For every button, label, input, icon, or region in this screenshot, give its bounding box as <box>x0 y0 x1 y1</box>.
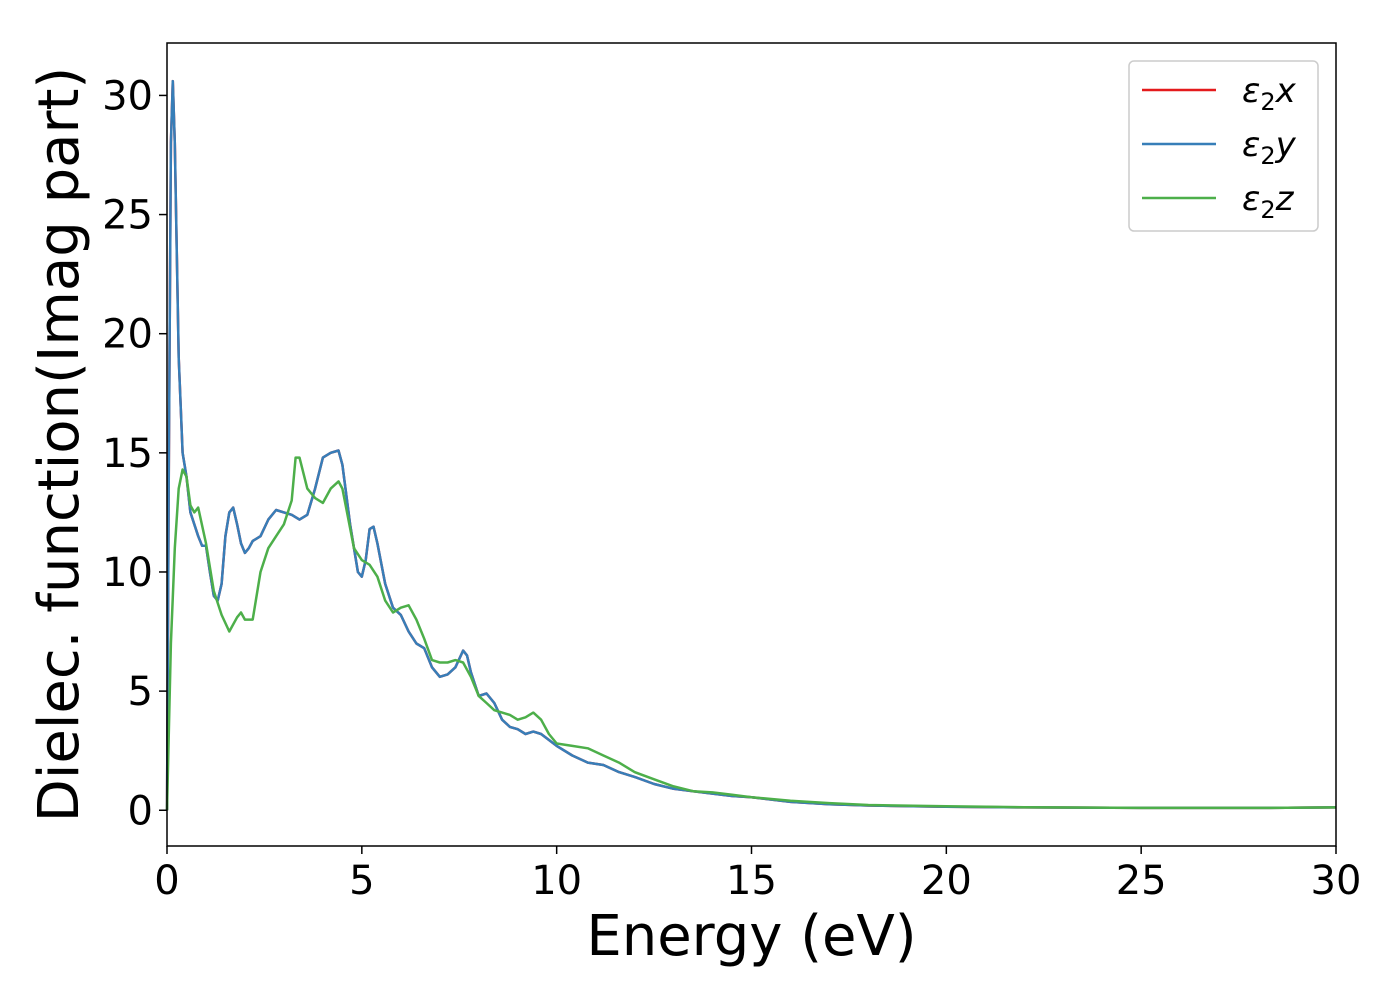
legend-label-z: ε2z <box>1242 179 1295 224</box>
y-tick-label: 5 <box>128 669 153 715</box>
y-tick-label: 15 <box>102 431 153 477</box>
y-axis-ticks: 0 5 10 15 20 25 30 <box>102 73 167 834</box>
legend-label-x: ε2x <box>1242 71 1297 116</box>
y-tick-label: 25 <box>102 193 153 239</box>
x-tick-label: 15 <box>726 858 777 904</box>
x-axis-label: Energy (eV) <box>586 904 916 969</box>
x-tick-label: 5 <box>349 858 374 904</box>
x-tick-label: 20 <box>921 858 972 904</box>
y-tick-label: 10 <box>102 550 153 596</box>
y-axis-label: Dielec. function(Imag part) <box>27 67 92 823</box>
legend-box <box>1128 60 1319 232</box>
plot-lines <box>165 79 1337 811</box>
x-tick-label: 25 <box>1116 858 1167 904</box>
y-tick-label: 20 <box>102 312 153 358</box>
legend-label-y: ε2y <box>1242 125 1297 170</box>
x-tick-label: 30 <box>1311 858 1362 904</box>
y-tick-label: 0 <box>128 788 153 834</box>
x-axis-ticks: 0 5 10 15 20 25 30 <box>154 846 1361 904</box>
x-tick-label: 10 <box>531 858 582 904</box>
series-line-z <box>165 456 1337 811</box>
y-tick-label: 30 <box>102 73 153 119</box>
x-tick-label: 0 <box>154 858 179 904</box>
legend: ε2x ε2y ε2z <box>1128 60 1319 232</box>
